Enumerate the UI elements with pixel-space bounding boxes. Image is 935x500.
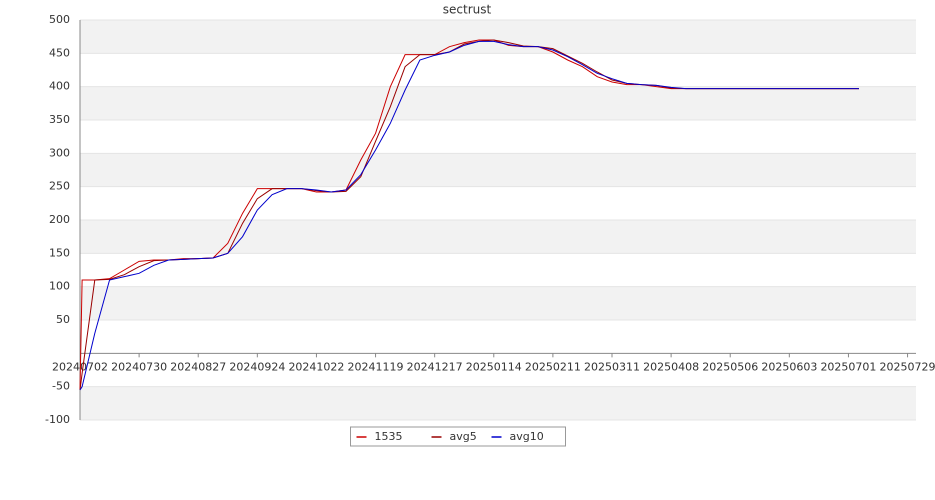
x-tick-label: 20250311	[584, 360, 640, 373]
y-tick-label: 250	[49, 180, 70, 193]
legend: 1535 avg5 avg10	[350, 426, 566, 447]
y-tick-label: 50	[56, 313, 70, 326]
legend-label: avg10	[510, 430, 544, 443]
grid-band	[80, 86, 916, 120]
y-tick-label: -100	[45, 413, 70, 426]
y-tick-label: 400	[49, 80, 70, 93]
y-tick-label: -50	[52, 380, 70, 393]
x-tick-label: 20250701	[820, 360, 876, 373]
x-tick-label: 20240827	[170, 360, 226, 373]
y-tick-label: 350	[49, 113, 70, 126]
x-tick-label: 20240730	[111, 360, 167, 373]
x-tick-label: 20241022	[288, 360, 344, 373]
y-tick-label: 500	[49, 13, 70, 26]
x-tick-label: 20250506	[702, 360, 758, 373]
x-tick-label: 20250211	[525, 360, 581, 373]
y-tick-label: 150	[49, 246, 70, 259]
legend-label: avg5	[450, 430, 477, 443]
series-line	[79, 40, 859, 391]
y-tick-label: 100	[49, 280, 70, 293]
grid-band	[80, 386, 916, 420]
y-tick-label: 300	[49, 146, 70, 159]
x-tick-label: 20241119	[348, 360, 404, 373]
y-tick-label: 200	[49, 213, 70, 226]
grid-band	[80, 286, 916, 320]
grid-band	[80, 220, 916, 254]
x-tick-label: 20250408	[643, 360, 699, 373]
x-tick-label: 20240924	[229, 360, 285, 373]
grid-band	[80, 153, 916, 187]
y-tick-label: 450	[49, 46, 70, 59]
chart-title: sectrust	[443, 3, 492, 17]
legend-label: 1535	[375, 430, 403, 443]
grid-band	[80, 20, 916, 54]
x-tick-label: 20250729	[880, 360, 935, 373]
x-tick-label: 20241217	[407, 360, 463, 373]
legend-box	[350, 426, 566, 447]
x-tick-label: 20250114	[466, 360, 522, 373]
x-tick-label: 20250603	[761, 360, 817, 373]
